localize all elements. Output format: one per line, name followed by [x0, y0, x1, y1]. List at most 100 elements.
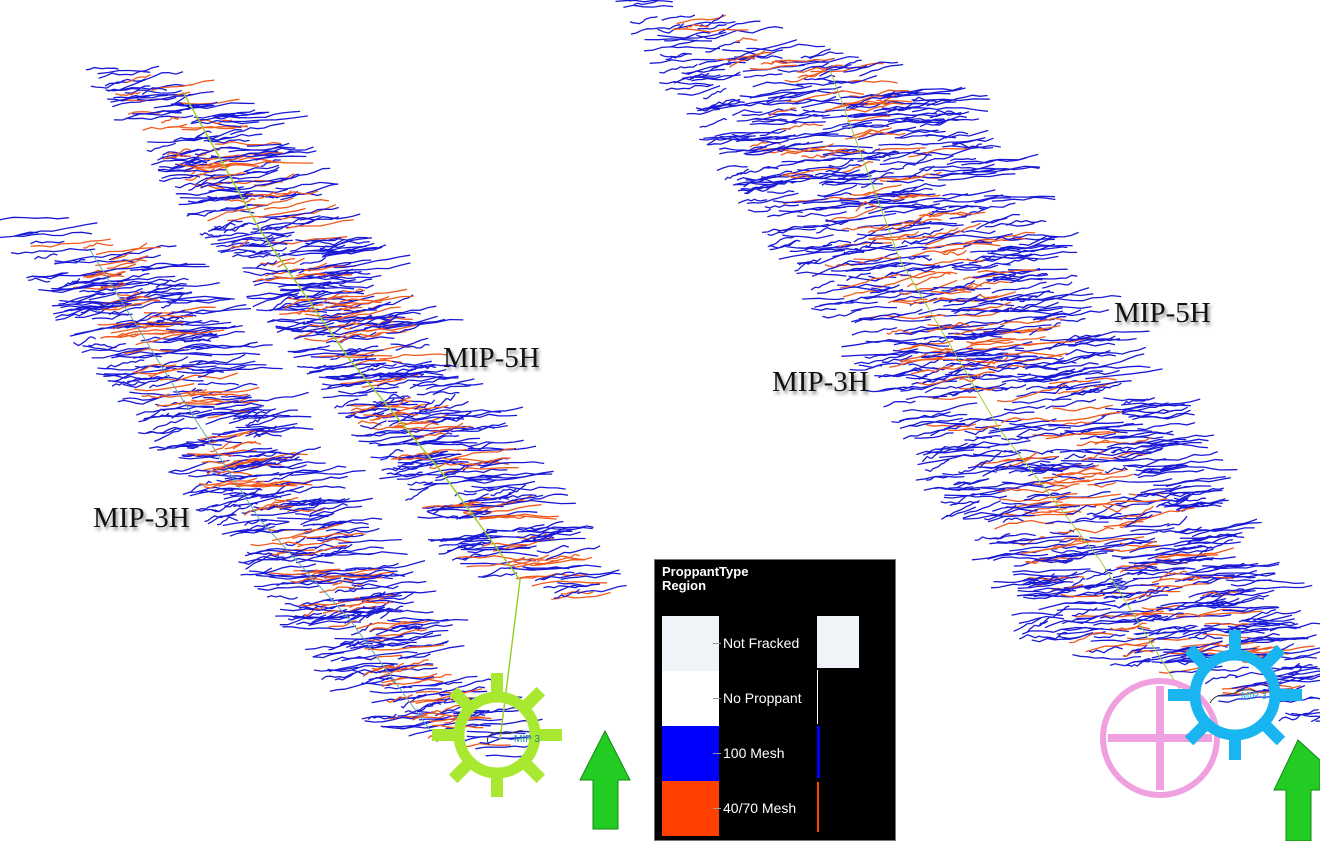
fracture-40-70-mesh: [876, 92, 898, 103]
fracture-100-mesh: [1065, 380, 1132, 391]
legend-swatch-not-fracked: [662, 616, 719, 671]
target-crosshair-icon: [1100, 678, 1220, 798]
fracture-40-70-mesh: [889, 355, 945, 368]
fracture-100-mesh: [181, 454, 220, 460]
fracture-40-70-mesh: [886, 329, 912, 335]
fracture-100-mesh: [865, 246, 932, 252]
fracture-40-70-mesh: [736, 37, 758, 42]
fracture-100-mesh: [472, 471, 547, 479]
fracture-100-mesh: [1105, 430, 1173, 439]
fracture-40-70-mesh: [292, 532, 366, 540]
fracture-100-mesh: [244, 519, 268, 526]
fracture-100-mesh: [196, 344, 273, 351]
fracture-100-mesh: [543, 584, 581, 589]
fracture-100-mesh: [392, 360, 432, 366]
fracture-100-mesh: [1122, 567, 1196, 572]
fracture-100-mesh: [1155, 559, 1185, 564]
fracture-100-mesh: [1004, 405, 1046, 411]
fracture-40-70-mesh: [181, 125, 248, 131]
fracture-100-mesh: [811, 262, 862, 278]
fracture-100-mesh: [932, 393, 959, 400]
fracture-40-70-mesh: [887, 298, 928, 304]
fracture-100-mesh: [1202, 561, 1280, 568]
fracture-100-mesh: [825, 59, 862, 71]
fracture-100-mesh: [997, 360, 1067, 367]
fracture-100-mesh: [392, 462, 426, 471]
fracture-100-mesh: [1045, 519, 1109, 525]
fracture-100-mesh: [979, 254, 1028, 263]
fracture-40-70-mesh: [1071, 468, 1129, 476]
fracture-100-mesh: [916, 449, 975, 456]
fracture-100-mesh: [295, 216, 340, 228]
fracture-100-mesh: [1146, 586, 1170, 597]
fracture-100-mesh: [207, 513, 237, 525]
fracture-100-mesh: [745, 141, 780, 152]
fracture-40-70-mesh: [965, 341, 1014, 349]
fracture-100-mesh: [1056, 490, 1111, 500]
fracture-40-70-mesh: [929, 226, 959, 238]
fracture-100-mesh: [275, 615, 350, 619]
fracture-40-70-mesh: [269, 568, 341, 576]
fracture-100-mesh: [531, 536, 555, 542]
fracture-100-mesh: [1236, 584, 1313, 592]
fracture-40-70-mesh: [908, 340, 954, 350]
fracture-100-mesh: [1082, 570, 1113, 576]
fracture-100-mesh: [775, 133, 839, 141]
fracture-100-mesh: [186, 209, 216, 217]
fracture-100-mesh: [86, 66, 119, 71]
fracture-100-mesh: [326, 372, 388, 381]
fracture-100-mesh: [1106, 441, 1172, 448]
fracture-100-mesh: [942, 353, 986, 358]
fracture-100-mesh: [1173, 541, 1241, 548]
fracture-100-mesh: [794, 259, 817, 272]
fracture-100-mesh: [533, 525, 594, 534]
fracture-100-mesh: [926, 475, 949, 481]
fracture-40-70-mesh: [151, 79, 215, 92]
fracture-100-mesh: [270, 461, 326, 469]
fracture-100-mesh: [90, 81, 128, 89]
fracture-40-70-mesh: [196, 118, 233, 125]
fracture-100-mesh: [303, 315, 342, 325]
fracture-100-mesh: [854, 239, 877, 252]
fracture-100-mesh: [178, 452, 235, 460]
fracture-100-mesh: [1137, 421, 1196, 431]
fracture-40-70-mesh: [977, 294, 1000, 299]
fracture-40-70-mesh: [999, 493, 1078, 503]
fracture-100-mesh: [244, 235, 274, 246]
fracture-100-mesh: [924, 383, 972, 394]
fracture-100-mesh: [304, 271, 362, 278]
fracture-100-mesh: [213, 111, 270, 118]
fracture-100-mesh: [117, 272, 150, 284]
fracture-100-mesh: [521, 528, 573, 542]
fracture-100-mesh: [252, 293, 298, 308]
fracture-100-mesh: [1204, 674, 1238, 685]
fracture-100-mesh: [858, 255, 930, 265]
fracture-100-mesh: [1166, 515, 1188, 527]
fracture-100-mesh: [469, 493, 512, 502]
fracture-100-mesh: [1071, 607, 1098, 617]
fracture-40-70-mesh: [780, 147, 848, 156]
fracture-40-70-mesh: [839, 273, 901, 289]
fracture-100-mesh: [1127, 458, 1167, 469]
fracture-100-mesh: [1247, 632, 1280, 640]
fracture-40-70-mesh: [357, 420, 382, 427]
fracture-100-mesh: [1061, 616, 1096, 625]
fracture-100-mesh: [976, 217, 1008, 230]
fracture-40-70-mesh: [1032, 430, 1111, 437]
fracture-100-mesh: [824, 182, 884, 186]
fracture-100-mesh: [1068, 338, 1121, 342]
fracture-100-mesh: [133, 352, 213, 359]
fracture-100-mesh: [1085, 368, 1163, 380]
fracture-100-mesh: [468, 439, 524, 448]
fracture-100-mesh: [60, 296, 137, 309]
fracture-100-mesh: [189, 353, 246, 364]
fracture-100-mesh: [324, 546, 384, 558]
fracture-100-mesh: [377, 441, 454, 447]
fracture-100-mesh: [263, 233, 292, 239]
fracture-100-mesh: [970, 247, 1020, 253]
fracture-100-mesh: [941, 501, 979, 520]
fracture-100-mesh: [243, 164, 280, 173]
fracture-100-mesh: [439, 678, 495, 694]
fracture-100-mesh: [1109, 657, 1151, 667]
fracture-100-mesh: [745, 169, 814, 182]
